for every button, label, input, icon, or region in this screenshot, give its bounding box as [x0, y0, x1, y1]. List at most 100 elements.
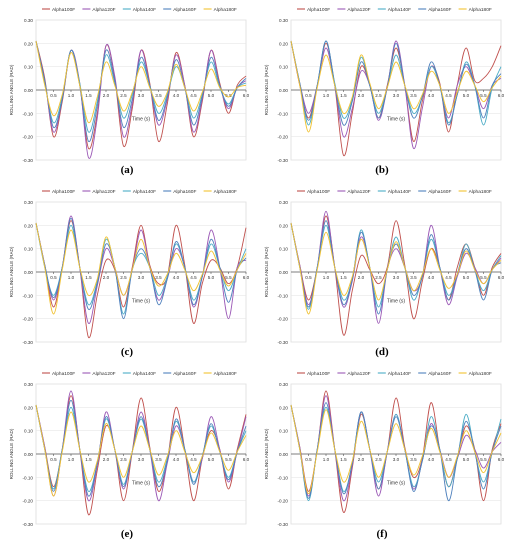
y-tick-label: 0.20: [279, 223, 288, 228]
x-tick-label: 2.0: [358, 457, 365, 462]
x-tick-label: 3.0: [138, 457, 145, 462]
y-tick-label: -0.30: [23, 340, 34, 345]
panel-label: (c): [120, 346, 134, 358]
series-line: [35, 404, 247, 497]
x-tick-label: 1.0: [68, 457, 75, 462]
x-tick-label: 1.5: [85, 93, 92, 98]
x-tick-label: 4.0: [173, 275, 180, 280]
x-tick-label: 0.5: [50, 93, 57, 98]
x-tick-label: 1.0: [323, 275, 330, 280]
legend-label: Alpha100F: [52, 189, 75, 195]
x-tick-label: 4.0: [173, 457, 180, 462]
panel-label: (a): [120, 164, 134, 176]
legend-label: Alpha120F: [92, 7, 115, 13]
x-tick-label: 4.0: [428, 275, 435, 280]
x-tick-label: 5.5: [480, 275, 487, 280]
y-tick-label: -0.30: [23, 158, 34, 163]
panel-label: (f): [376, 528, 388, 540]
legend-label: Alpha120F: [92, 189, 115, 195]
y-tick-label: -0.30: [23, 522, 34, 527]
line-chart: 0.30 0.20 0.10 0.00 -0.10 -0.20 -0.30 0.5 1.0 1.5…: [264, 7, 505, 163]
x-tick-label: 1.0: [68, 275, 75, 280]
y-axis-label: ROLLING ANGLE (RAD): [9, 64, 14, 115]
x-tick-label: 5.0: [463, 93, 470, 98]
legend-label: Alpha140F: [133, 371, 156, 377]
y-tick-label: 0.20: [279, 405, 288, 410]
x-tick-label: 4.5: [445, 275, 452, 280]
series-line: [290, 222, 502, 315]
panel-label: (d): [375, 346, 389, 358]
x-tick-label: 4.5: [445, 93, 452, 98]
series-line: [290, 222, 502, 310]
y-tick-label: -0.20: [23, 317, 34, 322]
x-tick-label: 3.0: [393, 93, 400, 98]
legend-label: Alpha160F: [428, 7, 451, 13]
x-tick-label: 3.0: [138, 275, 145, 280]
x-tick-label: 3.5: [410, 275, 417, 280]
series-line: [35, 395, 247, 516]
legend-label: Alpha180F: [214, 371, 237, 377]
legend-label: Alpha140F: [388, 371, 411, 377]
chart-panel: 0.30 0.20 0.10 0.00 -0.10 -0.20 -0.30 0.5 1.0 1.5…: [257, 2, 507, 184]
x-tick-label: 3.5: [155, 457, 162, 462]
legend-label: Alpha120F: [347, 189, 370, 195]
x-tick-label: 3.0: [393, 275, 400, 280]
chart-panel: 0.30 0.20 0.10 0.00 -0.10 -0.20 -0.30 0.5 1.0 1.5…: [2, 366, 252, 548]
legend-label: Alpha180F: [469, 371, 492, 377]
x-axis-label: Time (s): [132, 116, 150, 122]
x-tick-label: 2.5: [120, 457, 127, 462]
series-line: [35, 40, 247, 142]
y-tick-label: -0.30: [278, 522, 289, 527]
y-tick-label: -0.10: [23, 111, 34, 116]
series-line: [35, 222, 247, 315]
y-tick-label: 0.00: [279, 270, 288, 275]
series-line: [290, 404, 502, 495]
series-line: [35, 217, 247, 320]
y-tick-label: 0.30: [24, 200, 33, 205]
panel-label: (b): [375, 164, 389, 176]
legend-label: Alpha160F: [173, 371, 196, 377]
legend-label: Alpha120F: [347, 7, 370, 13]
series-line: [290, 220, 502, 315]
x-tick-label: 2.5: [375, 93, 382, 98]
y-tick-label: -0.10: [23, 293, 34, 298]
series-line: [290, 40, 502, 149]
y-tick-label: -0.20: [278, 135, 289, 140]
x-axis-label: Time (s): [132, 298, 150, 304]
y-tick-label: 0.10: [24, 429, 33, 434]
x-tick-label: 5.0: [208, 93, 215, 98]
chart-panel: 0.30 0.20 0.10 0.00 -0.10 -0.20 -0.30 0.5 1.0 1.5…: [257, 184, 507, 366]
legend-label: Alpha140F: [133, 189, 156, 195]
x-tick-label: 2.0: [103, 93, 110, 98]
x-tick-label: 6.0: [498, 457, 505, 462]
legend-label: Alpha120F: [347, 371, 370, 377]
series-line: [35, 40, 247, 124]
legend-label: Alpha140F: [133, 7, 156, 13]
x-tick-label: 5.0: [463, 457, 470, 462]
x-tick-label: 2.0: [358, 93, 365, 98]
y-tick-label: -0.20: [23, 499, 34, 504]
x-tick-label: 1.5: [340, 457, 347, 462]
y-tick-label: 0.30: [24, 18, 33, 23]
legend-label: Alpha180F: [469, 189, 492, 195]
y-axis-label: ROLLING ANGLE (RAD): [264, 246, 269, 297]
legend-label: Alpha100F: [52, 371, 75, 377]
x-tick-label: 5.5: [225, 275, 232, 280]
y-tick-label: 0.10: [279, 65, 288, 70]
line-chart: 0.30 0.20 0.10 0.00 -0.10 -0.20 -0.30 0.5 1.0 1.5…: [264, 371, 505, 527]
line-chart: 0.30 0.20 0.10 0.00 -0.10 -0.20 -0.30 0.5 1.0 1.5…: [9, 371, 250, 527]
series-line: [35, 220, 247, 338]
y-tick-label: 0.20: [24, 223, 33, 228]
y-tick-label: 0.20: [24, 41, 33, 46]
y-tick-label: -0.10: [278, 293, 289, 298]
chart-panel: 0.30 0.20 0.10 0.00 -0.10 -0.20 -0.30 0.5 1.0 1.5…: [2, 184, 252, 366]
x-tick-label: 0.5: [305, 275, 312, 280]
y-tick-label: 0.00: [279, 88, 288, 93]
y-tick-label: 0.30: [24, 382, 33, 387]
x-tick-label: 3.5: [155, 275, 162, 280]
x-tick-label: 4.5: [190, 275, 197, 280]
x-tick-label: 3.5: [410, 93, 417, 98]
x-tick-label: 4.0: [428, 93, 435, 98]
x-tick-label: 6.0: [243, 457, 250, 462]
x-tick-label: 5.0: [208, 457, 215, 462]
